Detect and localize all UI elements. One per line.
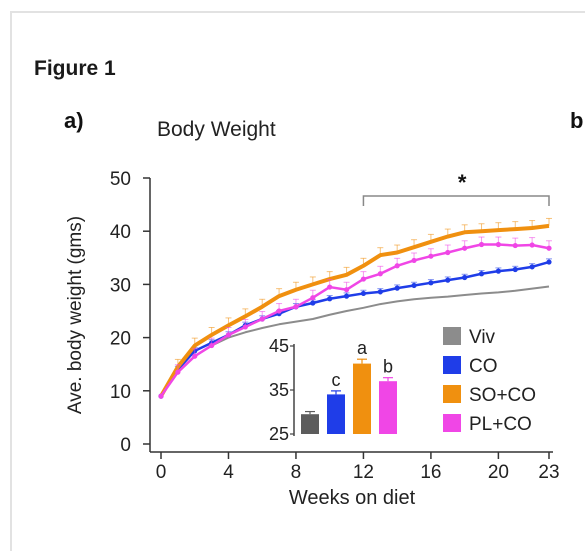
significance-star: * (458, 170, 467, 195)
y-tick-label: 0 (120, 435, 131, 456)
series-line (159, 223, 550, 398)
figure-label: Figure 1 (34, 57, 116, 80)
inset-y-tick-label: 35 (269, 380, 289, 400)
panel-a-label: a) (64, 108, 84, 133)
legend-swatch (443, 414, 461, 432)
figure-frame (10, 11, 585, 551)
data-point (327, 296, 333, 302)
inset-bar-label: c (332, 370, 341, 390)
data-point (428, 280, 434, 286)
series-line (159, 243, 550, 397)
data-point (394, 263, 400, 269)
data-point (495, 241, 501, 248)
data-point (310, 300, 316, 306)
data-point (462, 245, 468, 251)
data-point (360, 276, 367, 282)
y-tick-label: 40 (110, 222, 131, 243)
data-point (276, 308, 282, 314)
x-tick-label: 4 (223, 462, 234, 483)
y-tick-label: 30 (110, 275, 131, 296)
inset-bar-pl-co (379, 381, 397, 434)
legend-label: PL+CO (469, 414, 532, 435)
significance-bracket (362, 195, 550, 206)
x-tick-label: 8 (291, 462, 302, 483)
data-point (192, 353, 198, 359)
data-point (546, 245, 552, 251)
legend-swatch (443, 327, 461, 345)
legend-label: Viv (469, 327, 496, 348)
legend-label: CO (469, 356, 498, 377)
y-tick-label: 20 (110, 329, 131, 350)
legend-label: SO+CO (469, 385, 536, 406)
series-pl-co (158, 236, 552, 399)
inset-bar-label: b (383, 357, 393, 377)
y-axis-label: Ave. body weight (gms) (65, 216, 86, 414)
data-point (377, 289, 383, 295)
series-line (160, 285, 550, 397)
chart-title: Body Weight (157, 118, 276, 141)
x-tick-label: 16 (420, 462, 441, 483)
data-point (209, 342, 215, 349)
x-tick-label: 0 (156, 462, 167, 483)
series-viv (160, 285, 550, 397)
legend-swatch (443, 356, 461, 374)
data-point (377, 271, 383, 277)
data-point (445, 249, 451, 256)
data-point (546, 259, 552, 265)
data-point (529, 264, 535, 270)
data-point (327, 284, 333, 290)
data-point (175, 369, 181, 375)
panel-b-label: b (570, 108, 584, 133)
inset-bar-viv (301, 414, 319, 434)
inset-y-tick-label: 25 (269, 424, 289, 444)
data-point (394, 285, 400, 291)
x-axis-label: Weeks on diet (289, 487, 416, 509)
data-point (293, 304, 299, 310)
data-point (478, 241, 485, 248)
data-point (343, 293, 350, 299)
data-point (495, 268, 501, 274)
data-point (529, 242, 535, 248)
data-point (512, 266, 518, 273)
inset-bar-label: a (357, 338, 368, 358)
data-point (462, 274, 468, 281)
inset-y-tick-label: 45 (269, 336, 289, 356)
inset-bar-so-co (353, 363, 371, 434)
data-point (310, 295, 316, 301)
data-point (259, 316, 265, 322)
y-tick-label: 50 (110, 169, 131, 190)
data-point (478, 271, 485, 277)
legend-swatch (443, 385, 461, 403)
x-tick-label: 20 (488, 462, 509, 483)
data-point (428, 253, 434, 259)
data-point (242, 324, 248, 330)
data-point (445, 277, 451, 283)
data-point (411, 282, 417, 289)
data-point (158, 393, 164, 399)
y-tick-label: 10 (110, 382, 131, 403)
data-point (411, 257, 417, 264)
inset-bar-co (327, 394, 345, 434)
x-tick-label: 12 (353, 462, 374, 483)
x-tick-label: 23 (538, 462, 559, 483)
data-point (360, 290, 367, 297)
data-point (225, 332, 232, 338)
series-so-co (159, 217, 552, 398)
data-point (343, 287, 350, 293)
data-point (512, 242, 518, 249)
